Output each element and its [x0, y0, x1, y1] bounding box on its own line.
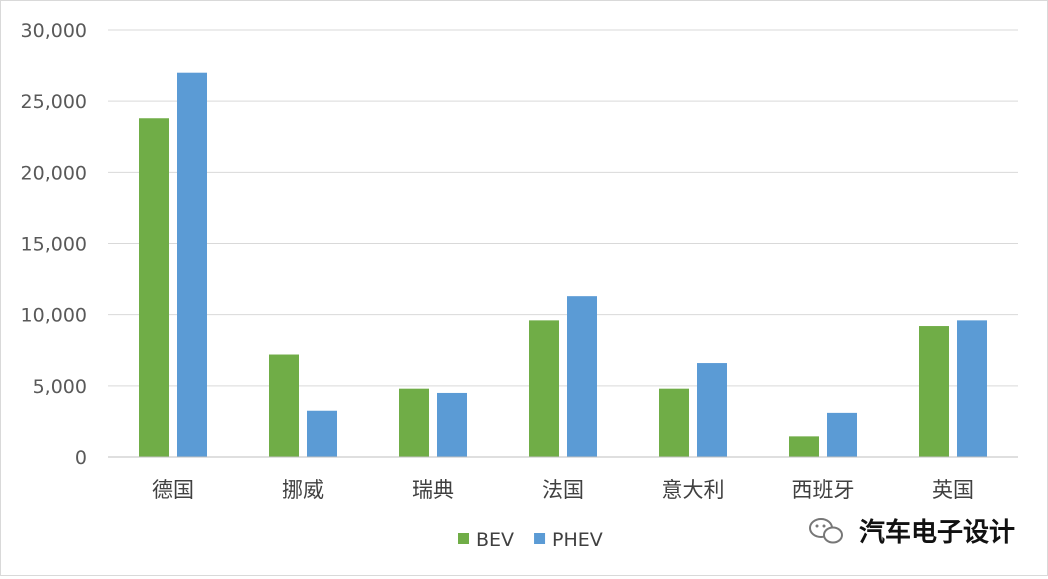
- y-tick-label: 15,000: [21, 234, 87, 256]
- y-tick-label: 5,000: [33, 376, 87, 398]
- y-tick-label: 10,000: [21, 305, 87, 327]
- bar-bev: [789, 436, 819, 457]
- bar-phev: [827, 412, 857, 457]
- y-tick-label: 30,000: [21, 20, 87, 42]
- y-tick-label: 0: [75, 447, 87, 469]
- x-tick-label: 西班牙: [792, 478, 855, 502]
- wechat-logo-icon: [809, 518, 843, 544]
- x-tick-label: 英国: [932, 478, 974, 502]
- bar-phev: [957, 320, 987, 457]
- bar-phev: [567, 296, 597, 457]
- bar-bev: [659, 388, 689, 457]
- bar-phev: [307, 410, 337, 457]
- x-tick-label: 瑞典: [412, 478, 454, 502]
- bar-bev: [399, 388, 429, 457]
- bar-phev: [697, 363, 727, 457]
- bar-bev: [529, 320, 559, 457]
- y-tick-label: 20,000: [21, 162, 87, 184]
- x-tick-label: 法国: [542, 478, 584, 502]
- legend-swatch-phev: [534, 533, 546, 544]
- watermark: 汽车电子设计: [809, 517, 1015, 548]
- x-axis-ticks: 德国 挪威 瑞典 法国 意大利 西班牙 英国: [152, 478, 974, 502]
- y-axis-ticks: 0 5,000 10,000 15,000 20,000 25,000 30,000: [21, 20, 87, 469]
- legend-label-bev: BEV: [476, 529, 514, 551]
- bar-phev: [437, 392, 467, 457]
- x-tick-label: 意大利: [662, 478, 725, 502]
- watermark-text: 汽车电子设计: [859, 517, 1015, 548]
- bars: [139, 72, 987, 457]
- x-tick-label: 挪威: [282, 478, 324, 502]
- legend-label-phev: PHEV: [552, 529, 603, 551]
- y-tick-label: 25,000: [21, 91, 87, 113]
- legend: BEV PHEV: [458, 529, 603, 551]
- gridlines: [108, 29, 1018, 387]
- bar-phev: [177, 72, 207, 457]
- legend-swatch-bev: [458, 533, 469, 544]
- bar-bev: [919, 326, 949, 457]
- bar-bev: [139, 118, 169, 457]
- bar-bev: [269, 354, 299, 457]
- x-tick-label: 德国: [152, 478, 194, 502]
